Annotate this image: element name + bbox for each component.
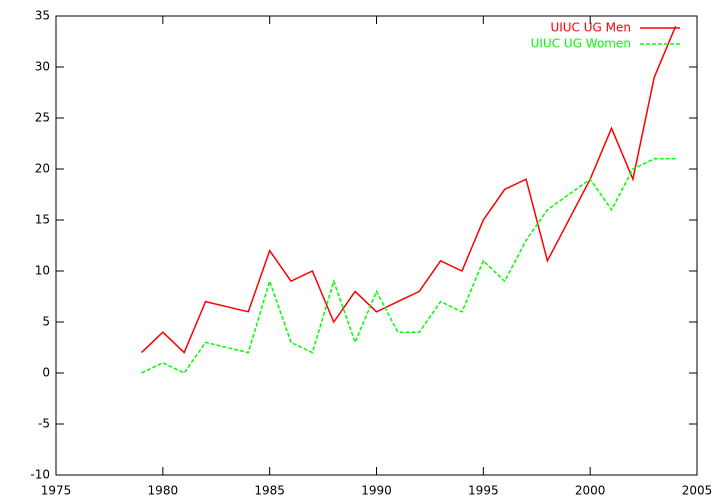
x-tick-label: 1975: [41, 484, 72, 498]
x-tick-label: 2005: [682, 484, 713, 498]
y-tick-label: -5: [38, 417, 50, 431]
x-tick-label: 2000: [575, 484, 606, 498]
y-tick-label: 10: [35, 264, 50, 278]
y-tick-label: -10: [30, 468, 50, 482]
y-tick-label: 0: [42, 366, 50, 380]
y-tick-label: 35: [35, 9, 50, 23]
x-tick-label: 1990: [361, 484, 392, 498]
x-tick-label: 1980: [148, 484, 179, 498]
series-line: [140, 25, 677, 354]
legend-label: UIUC UG Women: [531, 37, 631, 51]
y-tick-label: 30: [35, 60, 50, 74]
y-tick-label: 5: [42, 315, 50, 329]
y-tick-label: 20: [35, 162, 50, 176]
legend-label: UIUC UG Men: [550, 21, 631, 35]
series-line: [141, 158, 676, 374]
x-tick-label: 1985: [254, 484, 285, 498]
plot-frame: [55, 15, 698, 476]
y-tick-label: 25: [35, 111, 50, 125]
y-tick-label: 15: [35, 213, 50, 227]
x-tick-label: 1995: [468, 484, 499, 498]
